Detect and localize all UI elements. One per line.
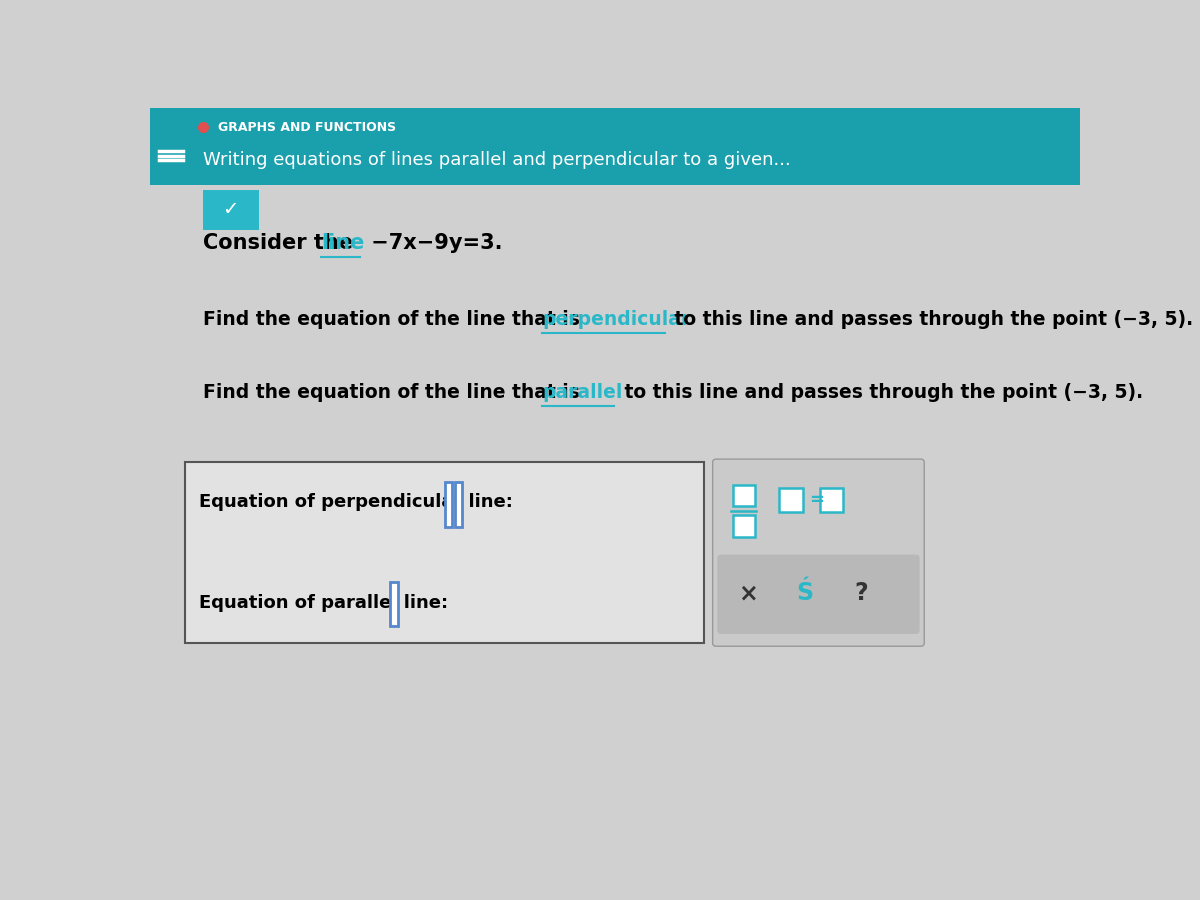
Text: =: =	[809, 491, 823, 508]
FancyBboxPatch shape	[150, 108, 1080, 185]
FancyBboxPatch shape	[185, 463, 704, 644]
Text: perpendicular: perpendicular	[542, 310, 690, 329]
Text: to this line and passes through the point (−3, 5).: to this line and passes through the poin…	[618, 383, 1144, 402]
Text: −7x−9y=3.: −7x−9y=3.	[364, 233, 503, 253]
Text: ✓: ✓	[222, 200, 239, 219]
Text: Writing equations of lines parallel and perpendicular to a given...: Writing equations of lines parallel and …	[203, 151, 791, 169]
Text: to this line and passes through the point (−3, 5).: to this line and passes through the poin…	[668, 310, 1194, 329]
Text: ×: ×	[738, 581, 758, 605]
FancyBboxPatch shape	[203, 190, 258, 230]
FancyBboxPatch shape	[390, 581, 398, 626]
Text: ?: ?	[854, 581, 869, 605]
FancyBboxPatch shape	[713, 459, 924, 646]
Text: GRAPHS AND FUNCTIONS: GRAPHS AND FUNCTIONS	[218, 121, 396, 134]
FancyBboxPatch shape	[718, 554, 919, 634]
FancyBboxPatch shape	[444, 482, 452, 526]
Text: line: line	[322, 233, 365, 253]
FancyBboxPatch shape	[733, 516, 755, 537]
FancyBboxPatch shape	[733, 484, 755, 506]
Text: Equation of parallel line:: Equation of parallel line:	[199, 594, 448, 612]
Text: Find the equation of the line that is: Find the equation of the line that is	[203, 310, 586, 329]
Text: Find the equation of the line that is: Find the equation of the line that is	[203, 383, 586, 402]
FancyBboxPatch shape	[150, 185, 1080, 801]
Text: parallel: parallel	[542, 383, 623, 402]
FancyBboxPatch shape	[779, 488, 803, 512]
FancyBboxPatch shape	[455, 482, 462, 526]
Text: Ś: Ś	[797, 581, 814, 605]
Text: Consider the: Consider the	[203, 233, 360, 253]
FancyBboxPatch shape	[820, 488, 842, 512]
Text: Equation of perpendicular line:: Equation of perpendicular line:	[199, 493, 512, 511]
